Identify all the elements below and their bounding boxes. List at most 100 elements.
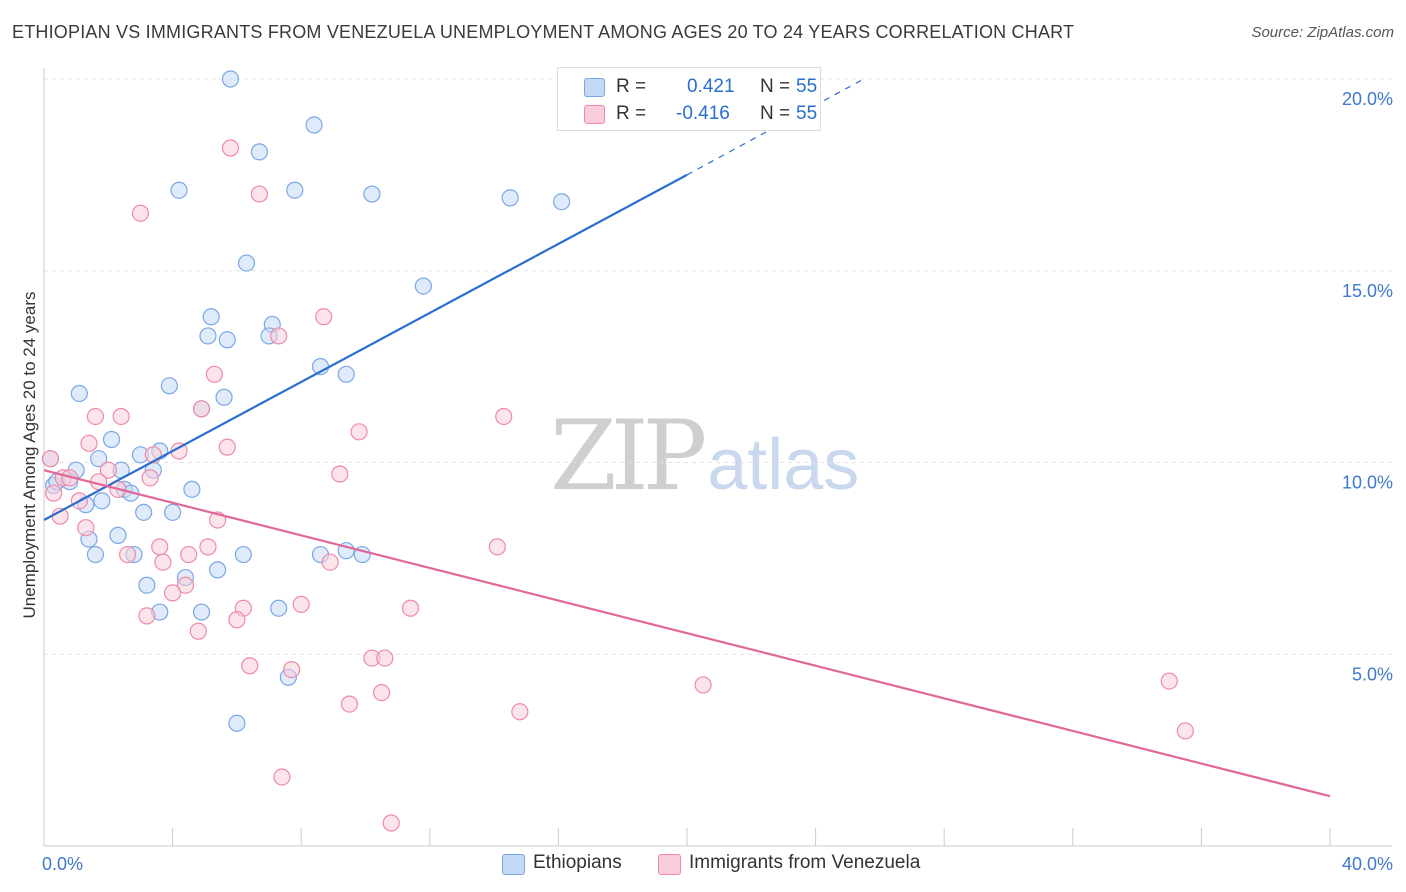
venezuela-point bbox=[80, 434, 98, 452]
legend-swatch-venezuela bbox=[584, 105, 605, 124]
ethiopian-point bbox=[183, 480, 201, 498]
venezuela-point bbox=[45, 484, 63, 502]
bottom-legend-label-venezuela: Immigrants from Venezuela bbox=[689, 852, 921, 873]
x-tick-label: 0.0% bbox=[42, 854, 83, 874]
ethiopian-point bbox=[250, 143, 269, 161]
y-tick-label: 20.0% bbox=[1342, 89, 1393, 109]
ethiopian-point bbox=[228, 714, 246, 732]
venezuela-point bbox=[151, 538, 169, 556]
venezuela-point bbox=[315, 308, 333, 326]
ethiopian-point bbox=[337, 365, 355, 383]
ethiopian-point bbox=[202, 308, 220, 326]
venezuela-trend-line bbox=[43, 469, 1331, 798]
tick-labels: 5.0% 10.0% 15.0% 20.0% 0.0% 40.0% bbox=[42, 89, 1393, 874]
y-tick-label: 5.0% bbox=[1352, 664, 1393, 684]
legend-r-label: R = bbox=[616, 103, 647, 124]
gridlines bbox=[44, 78, 1392, 655]
ethiopian-point bbox=[70, 384, 88, 403]
venezuela-point bbox=[382, 814, 400, 832]
ethiopian-point bbox=[501, 189, 519, 207]
legend-n-label: N = bbox=[760, 76, 791, 97]
ethiopian-point bbox=[90, 450, 108, 468]
source-label: Source: ZipAtlas.com bbox=[1251, 24, 1394, 41]
legend-r-value: -0.416 bbox=[676, 103, 730, 124]
venezuela-point bbox=[350, 423, 368, 441]
legend-n-value: 55 bbox=[796, 76, 818, 97]
venezuela-point bbox=[292, 595, 310, 613]
bottom-legend-label-ethiopians: Ethiopians bbox=[533, 852, 622, 873]
ethiopian-point bbox=[86, 545, 105, 564]
venezuela-point bbox=[154, 553, 172, 571]
venezuela-point bbox=[1176, 722, 1194, 740]
venezuela-point bbox=[694, 676, 712, 694]
venezuela-point bbox=[401, 599, 420, 617]
correlation-legend: R = 0.421 N = 55 R = -0.416 N = 55 bbox=[557, 67, 821, 131]
venezuela-point bbox=[205, 365, 223, 383]
ethiopian-point bbox=[234, 545, 252, 564]
venezuela-point bbox=[321, 553, 339, 571]
venezuela-point bbox=[164, 584, 182, 602]
legend-r-label: R = bbox=[616, 76, 647, 97]
venezuela-point bbox=[112, 407, 130, 426]
venezuela-point bbox=[131, 204, 150, 222]
trend-lines bbox=[43, 78, 1331, 798]
ethiopian-point bbox=[305, 116, 323, 134]
y-tick-label: 10.0% bbox=[1342, 473, 1393, 493]
venezuela-point bbox=[86, 407, 105, 426]
venezuela-point bbox=[176, 576, 195, 594]
venezuela-point bbox=[282, 660, 301, 679]
x-tick-label: 40.0% bbox=[1342, 854, 1393, 874]
ethiopian-point bbox=[270, 599, 288, 617]
ethiopian-point bbox=[221, 70, 240, 88]
watermark-atlas: atlas bbox=[707, 425, 860, 505]
venezuela-point bbox=[372, 683, 391, 702]
venezuela-point bbox=[218, 438, 236, 456]
venezuela-point bbox=[488, 538, 506, 556]
ethiopian-point bbox=[102, 430, 121, 449]
venezuela-point bbox=[118, 545, 137, 564]
legend-swatch-ethiopians bbox=[584, 78, 605, 97]
venezuela-point bbox=[41, 450, 60, 468]
watermark: ZIPatlas bbox=[550, 400, 859, 512]
ethiopian-point bbox=[286, 181, 304, 199]
ethiopian-point bbox=[215, 388, 233, 406]
venezuela-point bbox=[77, 519, 95, 537]
ethiopian-point bbox=[553, 193, 571, 211]
venezuela-point bbox=[192, 400, 211, 418]
venezuela-point bbox=[138, 607, 156, 625]
y-tick-label: 15.0% bbox=[1342, 281, 1393, 301]
legend-n-value: 55 bbox=[796, 103, 818, 124]
ethiopian-point bbox=[164, 503, 182, 521]
data-points bbox=[41, 70, 1194, 832]
venezuela-point bbox=[1160, 672, 1178, 690]
legend-n-label: N = bbox=[760, 103, 791, 124]
ethiopian-point bbox=[109, 526, 127, 544]
ethiopian-point bbox=[218, 331, 236, 349]
venezuela-point bbox=[180, 545, 198, 564]
venezuela-point bbox=[340, 695, 359, 713]
venezuela-point bbox=[495, 407, 513, 426]
ethiopian-point bbox=[209, 561, 227, 579]
venezuela-point bbox=[141, 469, 159, 487]
venezuela-point bbox=[376, 649, 394, 667]
ethiopian-point bbox=[199, 327, 217, 345]
ethiopian-point bbox=[93, 492, 111, 510]
venezuela-point bbox=[511, 703, 529, 721]
ethiopian-point bbox=[135, 503, 153, 521]
venezuela-point bbox=[331, 465, 349, 483]
ethiopian-trend-line bbox=[43, 173, 688, 521]
y-axis-label: Unemployment Among Ages 20 to 24 years bbox=[20, 291, 39, 619]
venezuela-point bbox=[241, 657, 259, 675]
venezuela-point bbox=[250, 185, 269, 203]
venezuela-point bbox=[273, 768, 291, 786]
watermark-zip: ZIP bbox=[550, 400, 707, 512]
legend-r-value: 0.421 bbox=[687, 76, 735, 97]
ethiopian-point bbox=[237, 254, 256, 272]
ethiopian-point bbox=[160, 377, 178, 395]
chart-title: ETHIOPIAN VS IMMIGRANTS FROM VENEZUELA U… bbox=[12, 22, 1075, 42]
venezuela-point bbox=[221, 139, 240, 157]
venezuela-point bbox=[189, 622, 207, 640]
venezuela-point bbox=[228, 611, 246, 629]
ethiopian-point bbox=[192, 603, 211, 621]
